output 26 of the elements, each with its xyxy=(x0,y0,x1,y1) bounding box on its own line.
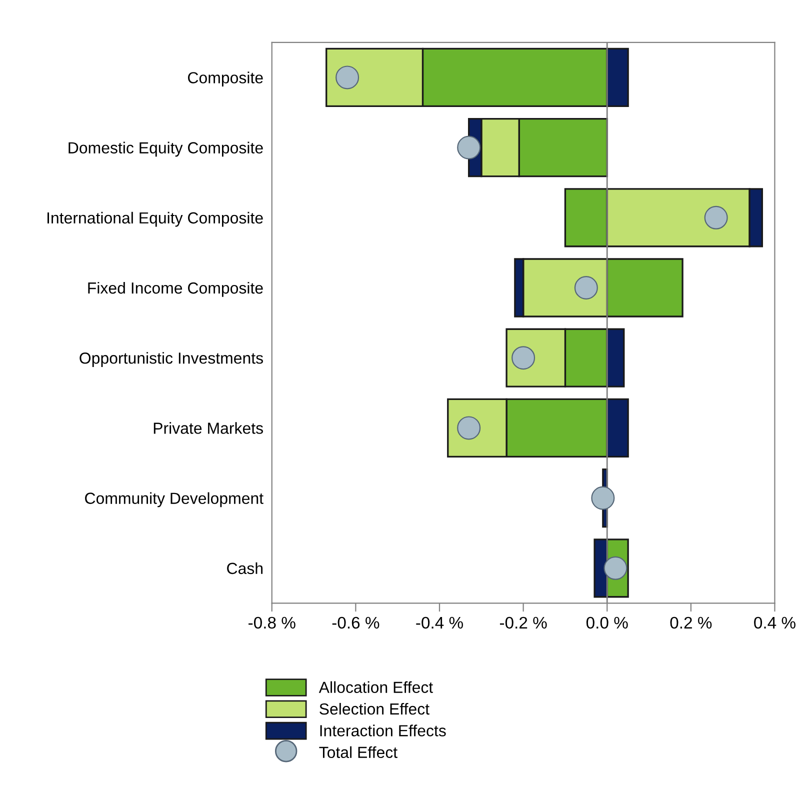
x-tick-label: 0.2 % xyxy=(670,616,712,629)
y-tick-label: Opportunistic Investments xyxy=(80,352,263,367)
x-tick-label: -0.6 % xyxy=(332,616,380,629)
x-tick-label: -0.8 % xyxy=(248,616,296,629)
point xyxy=(457,136,481,160)
point xyxy=(336,66,360,90)
y-tick-label: Cash xyxy=(227,562,263,574)
point xyxy=(704,206,728,230)
legend-label: Interaction Effects xyxy=(320,724,446,736)
x-tick-label: -0.4 % xyxy=(416,616,463,629)
y-tick-label: Composite xyxy=(188,72,263,87)
x-tick-label: -0.2 % xyxy=(500,616,547,629)
y-tick-label: Private Markets xyxy=(154,422,263,434)
point xyxy=(604,556,628,580)
point xyxy=(574,276,598,300)
y-tick-label: Domestic Equity Composite xyxy=(68,142,263,157)
legend-label: Total Effect xyxy=(319,746,398,758)
point xyxy=(591,486,615,510)
x-tick-label: 0.0 % xyxy=(586,616,628,629)
y-tick-label: Fixed Income Composite xyxy=(88,282,263,297)
y-tick-label: Community Development xyxy=(85,492,264,508)
legend-label: Allocation Effect xyxy=(318,681,433,693)
y-tick-label: International Equity Composite xyxy=(48,212,263,227)
legend-label: Selection Effect xyxy=(320,702,430,715)
x-tick-label: 0.4 % xyxy=(754,616,796,629)
point xyxy=(512,346,536,370)
